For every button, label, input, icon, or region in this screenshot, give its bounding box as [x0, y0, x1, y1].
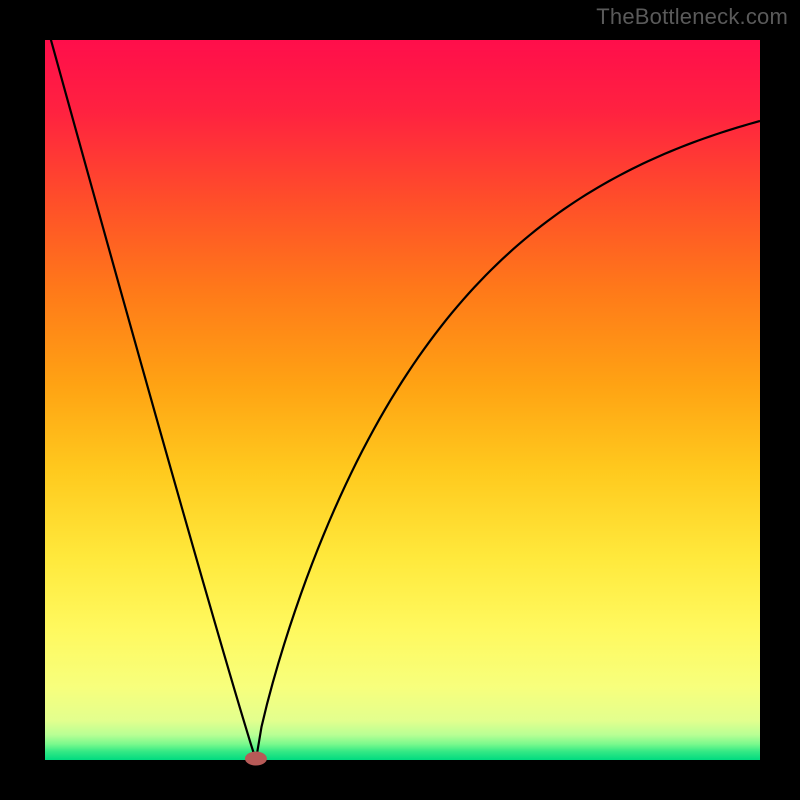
watermark-text: TheBottleneck.com: [596, 4, 788, 30]
chart-container: TheBottleneck.com: [0, 0, 800, 800]
vertex-marker: [245, 752, 267, 766]
chart-svg: [0, 0, 800, 800]
